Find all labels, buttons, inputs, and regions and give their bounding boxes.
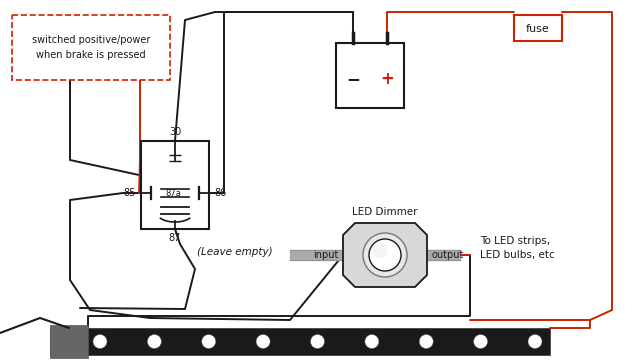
Circle shape (365, 334, 379, 348)
Text: 87: 87 (169, 233, 181, 243)
Circle shape (93, 334, 107, 348)
Bar (514, 15, 562, 41)
Circle shape (372, 242, 388, 258)
Circle shape (147, 334, 161, 348)
Text: +: + (380, 70, 394, 88)
Text: −: − (346, 70, 360, 88)
Text: switched positive/power
when brake is pressed: switched positive/power when brake is pr… (32, 35, 150, 60)
Text: output: output (432, 250, 465, 260)
Text: fuse: fuse (526, 24, 550, 34)
Bar (12, 15, 170, 80)
Circle shape (363, 233, 407, 277)
Polygon shape (343, 223, 427, 287)
Bar (336, 42, 404, 107)
Text: 86: 86 (214, 188, 226, 198)
Text: (Leave empty): (Leave empty) (197, 247, 273, 257)
Circle shape (419, 334, 434, 348)
Circle shape (473, 334, 488, 348)
Text: To LED strips,
LED bulbs, etc: To LED strips, LED bulbs, etc (480, 236, 555, 260)
Text: 30: 30 (169, 127, 181, 137)
Circle shape (310, 334, 324, 348)
Text: 85: 85 (124, 188, 136, 198)
Bar (141, 141, 209, 229)
Circle shape (369, 239, 401, 271)
Circle shape (202, 334, 216, 348)
Text: LED Dimmer: LED Dimmer (352, 207, 418, 217)
Text: 87a: 87a (165, 188, 181, 197)
Circle shape (528, 334, 542, 348)
Circle shape (256, 334, 270, 348)
Bar (50, 328, 550, 355)
Bar (50, 325, 88, 358)
Text: input: input (313, 250, 338, 260)
